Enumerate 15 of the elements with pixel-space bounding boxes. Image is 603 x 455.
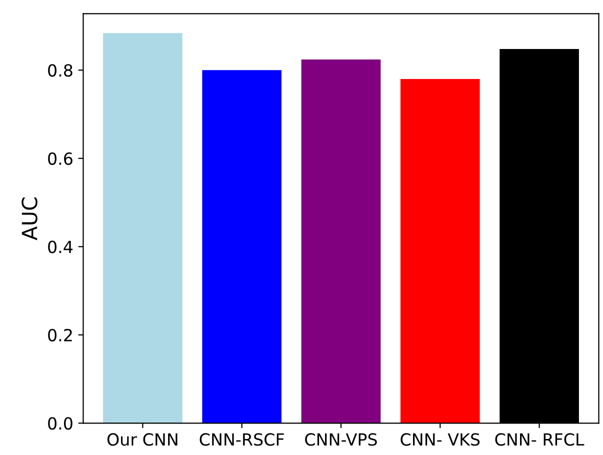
- y-tick-label: 0.4: [48, 240, 73, 254]
- y-tick-label: 0.6: [48, 152, 72, 165]
- x-tick-label: Our CNN: [107, 433, 178, 446]
- x-tick-label: CNN- VKS: [400, 433, 480, 446]
- y-tick-label: 0.8: [48, 64, 72, 77]
- bar: [202, 70, 282, 424]
- x-tick-label: CNN- RFCL: [495, 433, 584, 446]
- y-axis-title: AUC: [22, 198, 38, 240]
- y-tick-label: 0.0: [48, 417, 72, 430]
- x-tick-label: CNN-VPS: [305, 433, 377, 446]
- bar: [301, 60, 381, 424]
- y-tick-label: 0.2: [48, 328, 72, 342]
- bar: [103, 33, 182, 424]
- bar: [400, 78, 480, 424]
- x-tick-label: CNN-RSCF: [200, 433, 284, 446]
